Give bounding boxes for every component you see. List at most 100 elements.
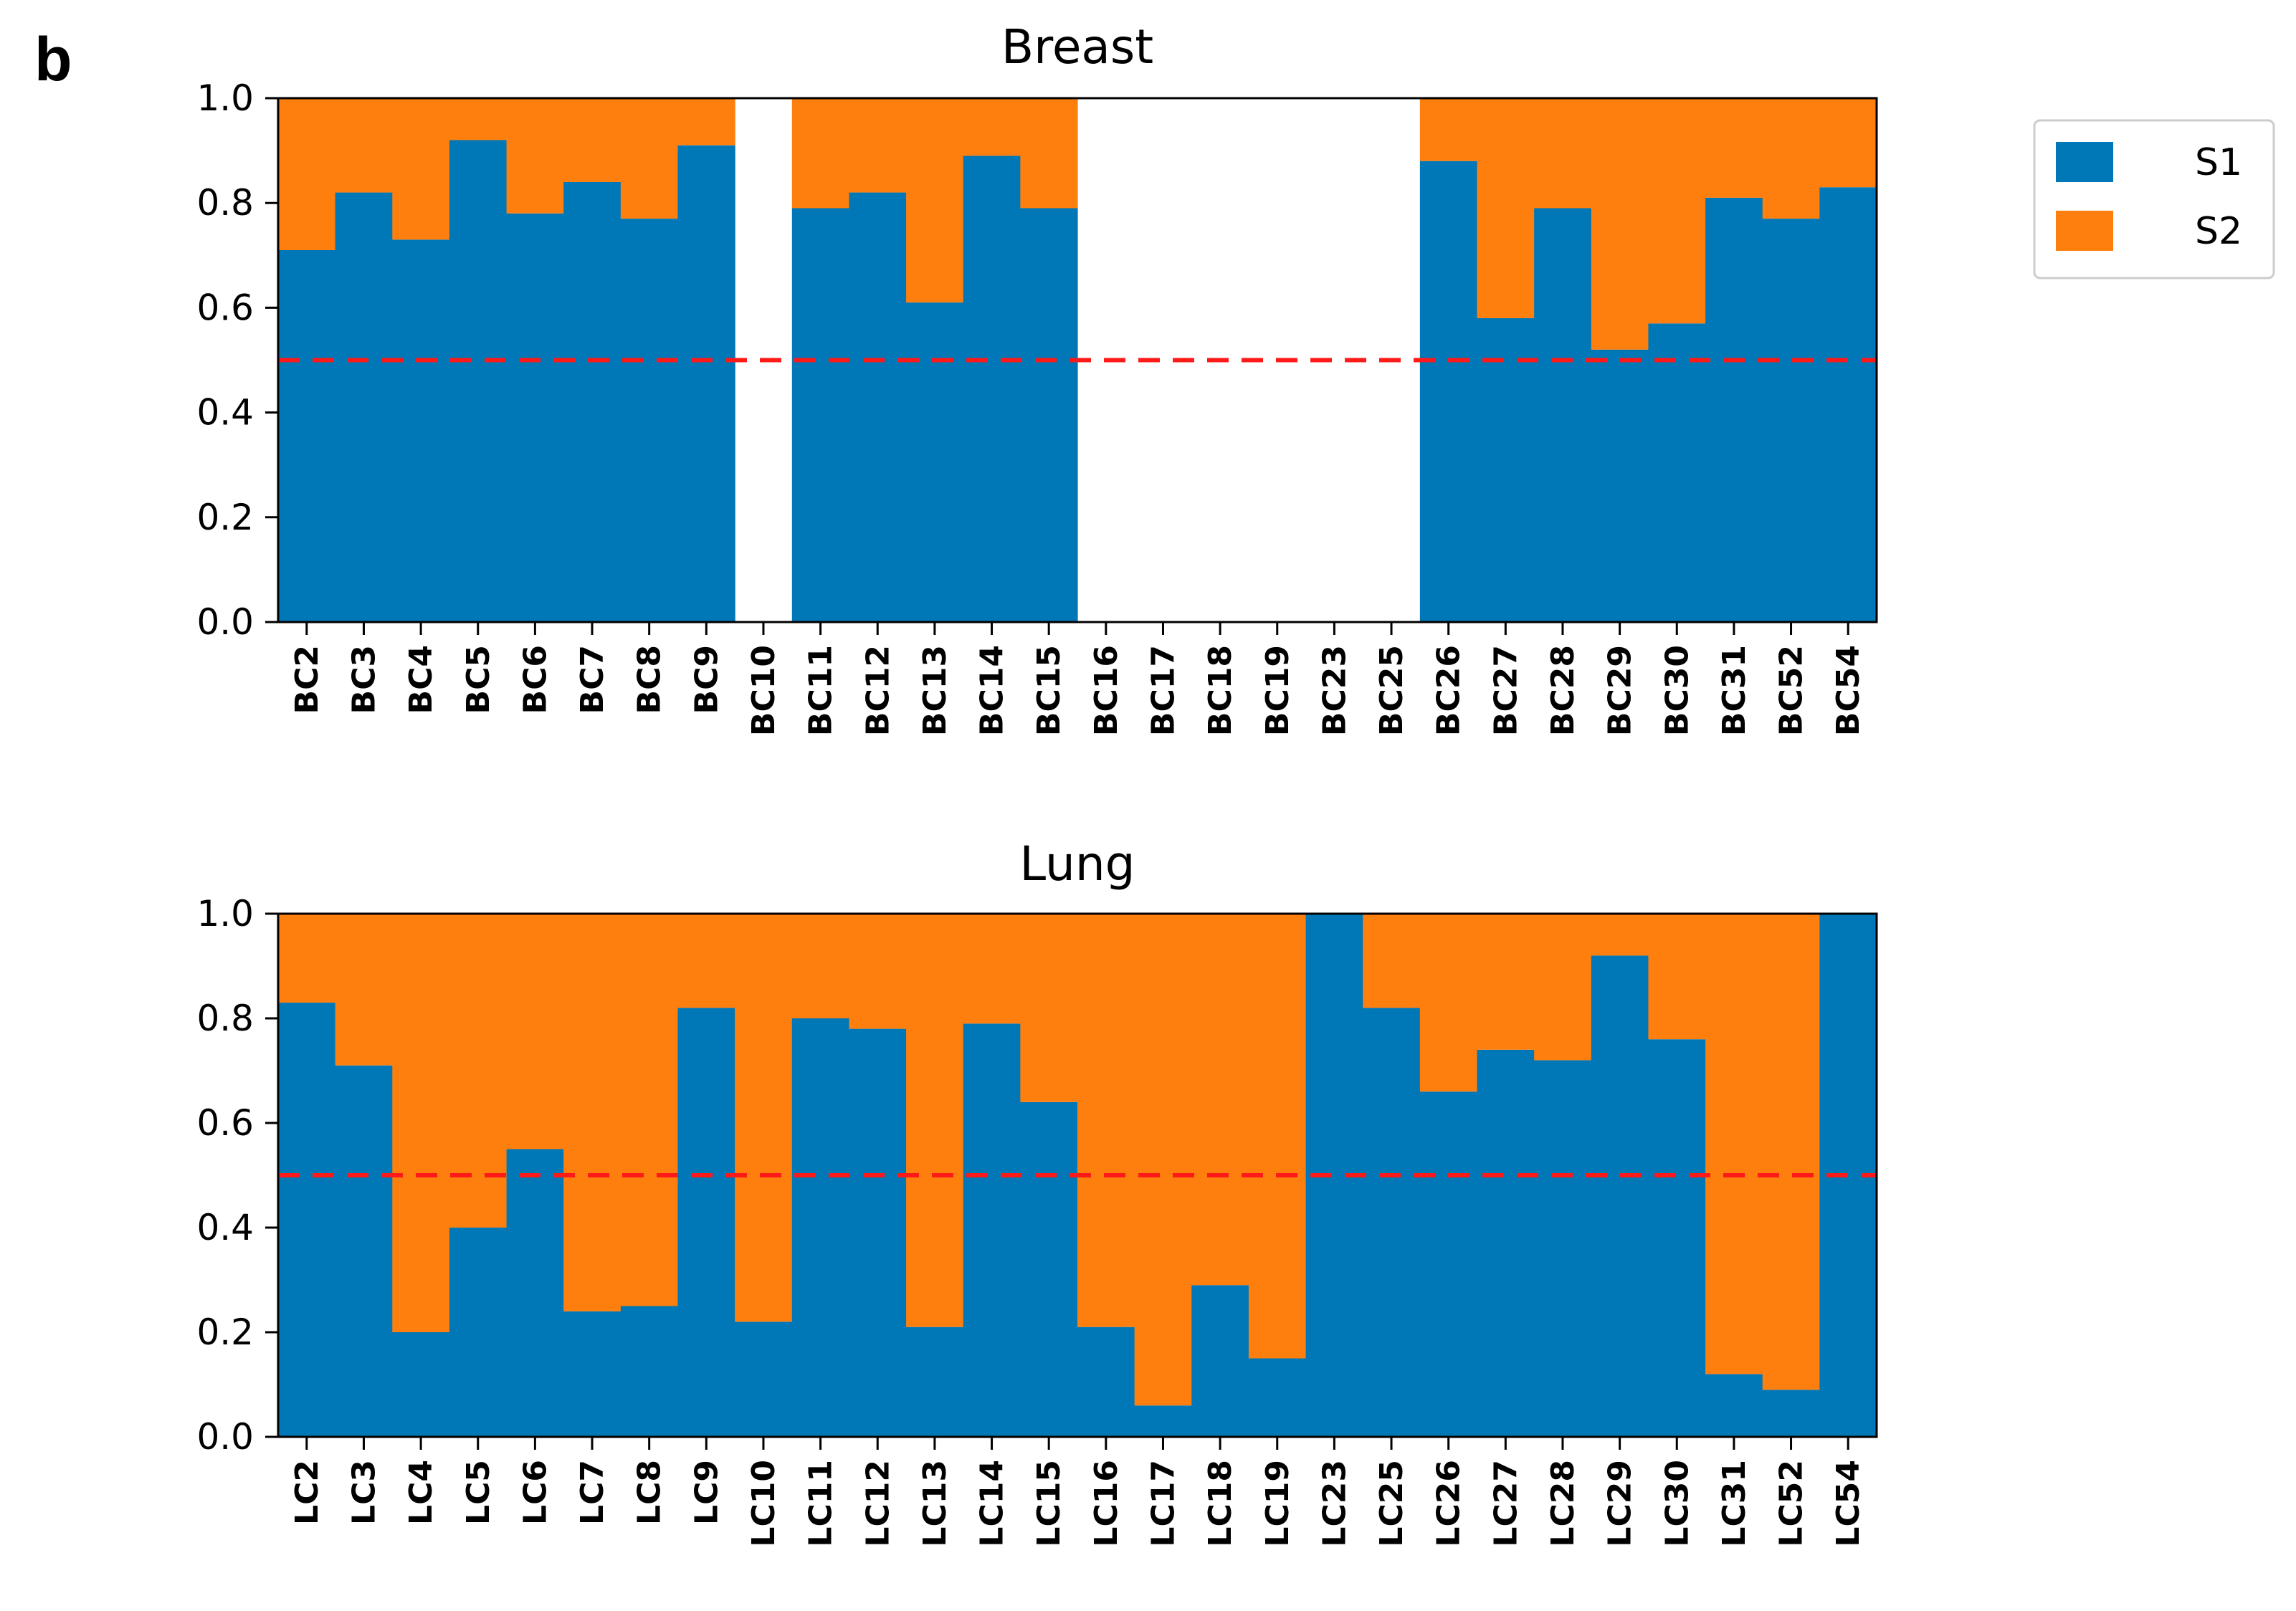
- lung-category-label: LC12: [859, 1460, 896, 1547]
- lung-bar-s1-lc13: [906, 1326, 964, 1437]
- lung-category-label: LC15: [1031, 1460, 1067, 1547]
- lung-category-label: LC6: [517, 1460, 553, 1525]
- breast-bar-s2-bc4: [392, 98, 450, 240]
- lung-bar-s1-lc12: [849, 1028, 907, 1437]
- lung-axes-frame: [277, 912, 1878, 1438]
- lung-bar-s2-lc30: [1648, 914, 1706, 1040]
- breast-bar-s1-bc4: [392, 239, 450, 622]
- lung-bar-s1-lc5: [449, 1228, 508, 1437]
- legend-swatch-s2: [2056, 211, 2113, 251]
- lung-category-label: LC23: [1316, 1460, 1353, 1547]
- breast-bar-s2-bc12: [849, 98, 907, 193]
- lung-bar-s1-lc25: [1363, 1008, 1421, 1437]
- lung-category-label: LC16: [1088, 1460, 1125, 1547]
- lung-bar-s2-lc28: [1534, 914, 1592, 1061]
- lung-bar-s2-lc52: [1762, 914, 1820, 1390]
- breast-bar-s2-bc14: [963, 98, 1021, 156]
- legend-label-s1: S1: [2195, 141, 2242, 184]
- breast-bar-s1-bc5: [449, 140, 508, 623]
- breast-chart: Breast 0.0 0.2 0.4 0.6 0.8 1.0 BC2 BC3 BC4 BC5 BC6…: [196, 19, 1878, 736]
- lung-bar-s2-lc4: [392, 914, 450, 1332]
- breast-bar-s1-bc15: [1020, 208, 1078, 622]
- legend-label-s2: S2: [2195, 210, 2242, 253]
- breast-bar-s1-bc11: [791, 208, 850, 622]
- breast-category-label: BC18: [1202, 645, 1239, 736]
- breast-category-label: BC29: [1602, 645, 1639, 736]
- lung-bar-s1-lc4: [392, 1332, 450, 1437]
- lung-category-label: LC30: [1659, 1460, 1695, 1547]
- lung-bar-s2-lc17: [1134, 914, 1192, 1406]
- breast-category-label: BC52: [1773, 645, 1810, 736]
- breast-bar-s1-bc28: [1534, 208, 1592, 622]
- breast-ytick-label: 0.2: [196, 497, 254, 538]
- breast-bar-s2-bc15: [1020, 98, 1078, 209]
- breast-category-label: BC31: [1716, 645, 1753, 736]
- breast-category-label: BC9: [688, 645, 725, 714]
- lung-category-label: LC2: [289, 1460, 325, 1525]
- lung-bar-s1-lc17: [1134, 1405, 1192, 1437]
- breast-bar-s2-bc30: [1648, 98, 1706, 324]
- breast-bar-s1-bc52: [1762, 219, 1820, 622]
- lung-bar-s1-lc9: [677, 1008, 735, 1437]
- lung-category-label: LC31: [1716, 1460, 1753, 1547]
- lung-bar-s2-lc2: [278, 914, 336, 1003]
- breast-ytick-label: 0.6: [196, 287, 254, 328]
- breast-bar-s1-bc2: [278, 249, 336, 622]
- lung-bar-s2-lc18: [1191, 914, 1249, 1286]
- legend-swatch-s1: [2056, 142, 2113, 182]
- lung-bar-s1-lc29: [1591, 955, 1649, 1437]
- breast-bar-s1-bc3: [335, 192, 393, 623]
- lung-category-label: LC25: [1373, 1460, 1410, 1547]
- breast-category-label: BC13: [917, 645, 953, 736]
- lung-bar-s1-lc8: [620, 1306, 679, 1437]
- lung-bar-s2-lc12: [849, 914, 907, 1029]
- breast-bar-s1-bc27: [1477, 318, 1535, 622]
- lung-bar-s1-lc52: [1762, 1390, 1820, 1437]
- lung-chart: Lung 0.0 0.2 0.4 0.6 0.8 1.0 LC2 LC3 LC4 LC5 LC6 LC…: [196, 836, 1878, 1547]
- lung-bar-s2-lc5: [449, 914, 508, 1228]
- lung-category-label: LC4: [403, 1460, 439, 1525]
- breast-bar-s1-bc9: [677, 145, 735, 623]
- lung-category-label: LC10: [746, 1460, 782, 1547]
- breast-category-label: BC5: [460, 645, 497, 714]
- lung-bar-s1-lc19: [1248, 1358, 1307, 1437]
- lung-bar-s2-lc19: [1248, 914, 1307, 1359]
- breast-category-label: BC28: [1545, 645, 1581, 736]
- breast-bar-s2-bc31: [1705, 98, 1763, 198]
- breast-bar-s2-bc11: [791, 98, 850, 209]
- lung-category-label: LC13: [917, 1460, 953, 1547]
- lung-category-label: LC17: [1145, 1460, 1181, 1547]
- lung-category-label: LC5: [460, 1460, 497, 1525]
- lung-bar-s1-lc28: [1534, 1060, 1592, 1437]
- lung-ytick-label: 0.8: [196, 998, 254, 1039]
- breast-category-label: BC12: [859, 645, 896, 736]
- breast-category-label: BC30: [1659, 645, 1695, 736]
- breast-category-label: BC3: [346, 645, 382, 714]
- breast-bar-s2-bc3: [335, 98, 393, 193]
- lung-bar-s2-lc13: [906, 914, 964, 1327]
- breast-category-label: BC27: [1487, 645, 1524, 736]
- breast-ytick-label: 1.0: [196, 77, 254, 119]
- lung-bar-s2-lc3: [335, 914, 393, 1066]
- lung-category-label: LC26: [1431, 1460, 1467, 1547]
- lung-bar-s1-lc31: [1705, 1374, 1763, 1437]
- lung-bar-s1-lc2: [278, 1003, 336, 1437]
- lung-ytick-label: 0.4: [196, 1207, 254, 1248]
- breast-bar-s1-bc14: [963, 156, 1021, 622]
- lung-bar-s1-lc16: [1077, 1326, 1135, 1437]
- breast-chart-title: Breast: [1001, 19, 1153, 75]
- breast-bar-s2-bc7: [563, 98, 621, 182]
- lung-ytick-label: 0.0: [196, 1416, 254, 1458]
- legend: S1 S2: [2033, 119, 2275, 279]
- lung-bar-s2-lc11: [791, 914, 850, 1018]
- lung-bar-s2-lc25: [1363, 914, 1421, 1008]
- lung-category-label: LC28: [1545, 1460, 1581, 1547]
- lung-category-label: LC9: [688, 1460, 725, 1525]
- lung-category-label: LC11: [803, 1460, 839, 1547]
- lung-category-label: LC54: [1830, 1460, 1867, 1547]
- lung-bar-s2-lc27: [1477, 914, 1535, 1050]
- lung-category-label: LC27: [1487, 1460, 1524, 1547]
- lung-bar-s1-lc26: [1419, 1091, 1478, 1437]
- breast-category-label: BC15: [1031, 645, 1067, 736]
